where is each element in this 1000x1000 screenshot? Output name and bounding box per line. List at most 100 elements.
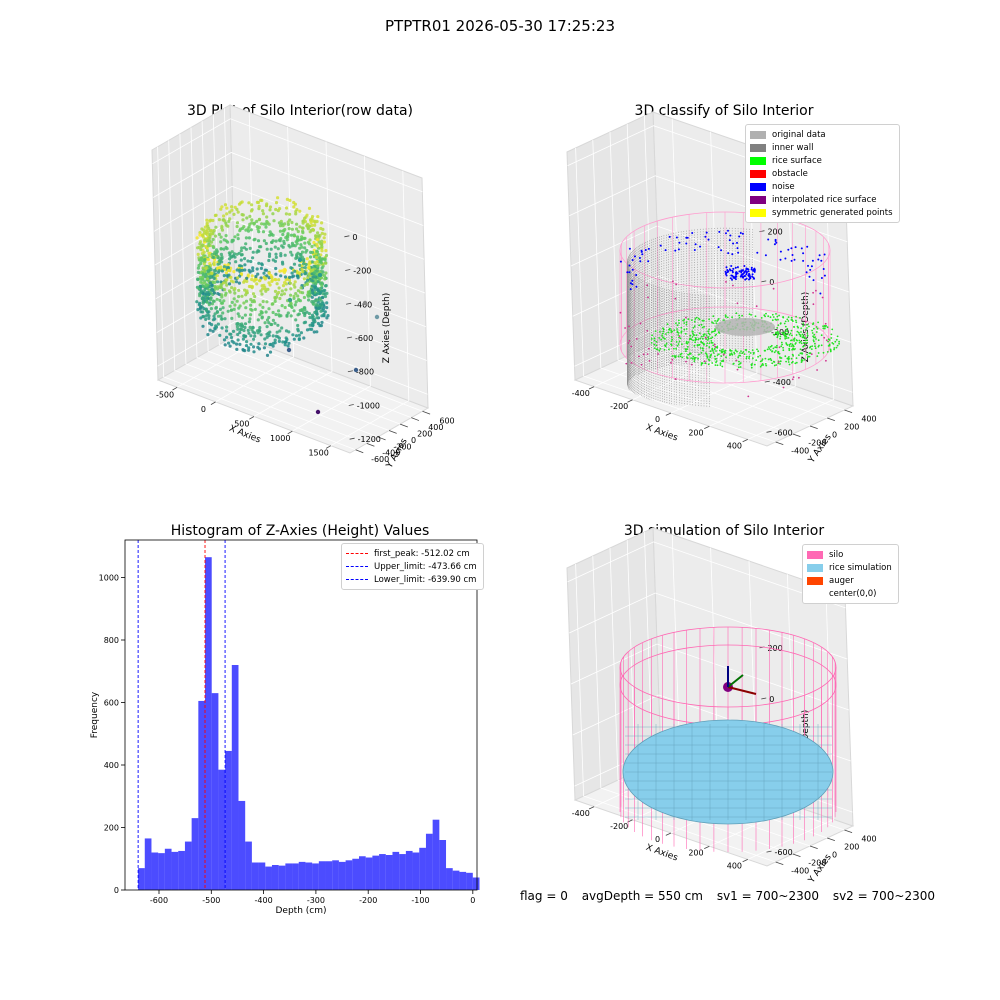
- plot2-rice-point: [712, 315, 715, 318]
- histogram-xlabel: Depth (cm): [275, 906, 326, 916]
- plot2-rice-point: [706, 339, 709, 341]
- plot2-rice-point: [814, 342, 816, 345]
- plot2-noise-point: [727, 252, 730, 255]
- plot2-noise-point: [779, 250, 782, 253]
- plot1-grid-x: [292, 156, 371, 432]
- plot2-noise-point: [720, 249, 723, 252]
- plot2-rice-point: [715, 333, 718, 336]
- plot2-rice-point: [714, 364, 717, 366]
- plot1-point: [286, 222, 290, 226]
- plot1-xtick-label: 1000: [270, 434, 290, 443]
- plot4-ytick-label: -400: [791, 866, 809, 875]
- plot1-point: [242, 348, 246, 352]
- plot1-point: [201, 233, 205, 237]
- plot1-point: [217, 266, 221, 270]
- plot1-grid-y: [190, 127, 390, 431]
- plot1-point: [231, 238, 235, 242]
- plot1-point: [274, 252, 278, 256]
- plot1-point: [225, 212, 229, 216]
- plot2-rice-point: [711, 330, 714, 333]
- plot2-rice-point: [808, 325, 810, 328]
- plot1-point: [303, 320, 308, 324]
- plot1-xtick-label: 0: [201, 405, 206, 414]
- plot2-rice-point: [797, 326, 799, 329]
- plot2-rice-point: [650, 338, 653, 340]
- plot2-rice-point: [793, 337, 796, 340]
- plot2-noise-point: [707, 238, 710, 241]
- plot2-rice-point: [811, 345, 814, 347]
- plot1-point: [296, 235, 300, 239]
- plot2-rice-point: [826, 326, 829, 329]
- plot2-legend-item: symmetric generated points: [750, 206, 893, 219]
- plot2-rice-point: [799, 317, 801, 319]
- plot2-rice-point: [786, 332, 789, 335]
- plot1-point: [198, 301, 202, 305]
- plot1-grid-x: [215, 126, 295, 403]
- plot1-point: [312, 302, 316, 306]
- plot2-rice-point: [795, 339, 798, 341]
- plot1-point: [221, 311, 225, 315]
- plot1-point: [323, 232, 327, 236]
- plot1-point: [210, 302, 214, 306]
- plot1-point: [201, 266, 205, 270]
- plot2-legend-label: inner wall: [772, 142, 814, 153]
- plot2-ytick: [844, 409, 853, 414]
- plot1-point: [241, 337, 245, 341]
- plot2-noise-point: [631, 283, 634, 286]
- plot1-grid-z: [157, 320, 428, 395]
- plot2-rice-point: [806, 332, 809, 335]
- plot1-point: [260, 311, 264, 315]
- plot1-point: [208, 236, 212, 240]
- histogram-legend-label: Upper_limit: -473.66 cm: [374, 561, 477, 572]
- plot2-rice-point: [694, 339, 697, 342]
- plot2-noise-point: [631, 268, 634, 271]
- plot2-rice-point: [677, 343, 680, 345]
- plot1-grid-z: [154, 219, 426, 294]
- plot1-point: [301, 226, 305, 230]
- plot2-rice-point: [790, 357, 793, 360]
- plot2-rice-point: [802, 322, 805, 325]
- plot1-point: [236, 312, 240, 316]
- plot2-rice-point: [812, 335, 814, 338]
- plot1-point: [273, 299, 277, 303]
- plot1-point: [292, 283, 296, 287]
- plot2-noise-point: [807, 264, 809, 267]
- plot2-rice-point: [748, 313, 751, 315]
- histogram-bar: [164, 848, 172, 890]
- plot2-rice-point: [704, 352, 707, 354]
- histogram-bar: [379, 854, 386, 890]
- plot1-point: [295, 222, 299, 226]
- plot1-point: [324, 284, 328, 288]
- plot2-rice-point: [750, 364, 753, 367]
- plot1-point: [295, 242, 299, 246]
- plot2-rice-point: [816, 327, 819, 330]
- plot2-interpolated-point: [678, 335, 681, 337]
- plot2-noise-point: [736, 247, 739, 250]
- histogram-bar: [452, 870, 460, 891]
- plot2-noise-point: [822, 268, 825, 270]
- plot2-rice-point: [710, 340, 713, 342]
- plot1-point: [307, 206, 312, 210]
- plot1-point: [230, 286, 234, 290]
- plot1-point: [199, 247, 203, 251]
- plot2-rice-point: [755, 359, 758, 361]
- histogram-bar: [305, 862, 313, 890]
- plot1-point: [263, 337, 267, 341]
- plot1-point: [298, 263, 302, 267]
- plot2-rice-point: [700, 341, 703, 344]
- plot1-point: [207, 316, 211, 320]
- plot2-rice-point: [713, 330, 716, 333]
- plot2-rice-point: [784, 355, 787, 358]
- plot2-noise-point: [812, 279, 815, 282]
- plot1-point: [303, 266, 307, 270]
- plot2-rice-point: [702, 349, 704, 352]
- plot2-rice-point: [707, 358, 710, 361]
- plot2-noise-point: [767, 238, 770, 241]
- plot1-point: [293, 285, 297, 289]
- plot2-rice-point: [829, 349, 832, 352]
- plot2-rice-point: [695, 338, 698, 341]
- plot2-legend-swatch: [750, 169, 766, 178]
- plot2-rice-point: [681, 356, 684, 359]
- histogram-bar: [359, 856, 366, 890]
